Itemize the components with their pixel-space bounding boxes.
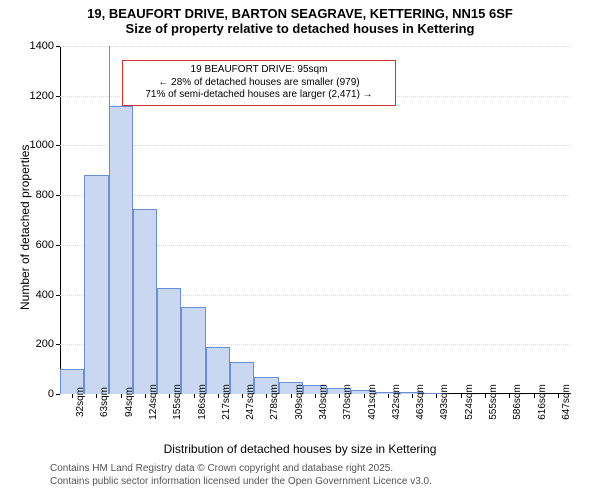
histogram-bar	[157, 288, 181, 394]
x-tick-mark	[315, 394, 316, 398]
x-tick-label: 463sqm	[415, 384, 426, 420]
x-tick-mark	[72, 394, 73, 398]
chart-title-main: 19, BEAUFORT DRIVE, BARTON SEAGRAVE, KET…	[0, 0, 600, 21]
x-tick-mark	[96, 394, 97, 398]
property-marker-line	[109, 46, 110, 394]
y-tick-label: 200	[36, 338, 60, 350]
histogram-bar	[109, 106, 133, 394]
x-tick-mark	[364, 394, 365, 398]
y-tick-label: 800	[36, 189, 60, 201]
x-tick-mark	[169, 394, 170, 398]
x-tick-label: 647sqm	[561, 384, 572, 420]
x-tick-mark	[558, 394, 559, 398]
annotation-box: 19 BEAUFORT DRIVE: 95sqm ← 28% of detach…	[122, 60, 396, 106]
x-tick-mark	[509, 394, 510, 398]
annotation-line2: ← 28% of detached houses are smaller (97…	[129, 77, 389, 90]
y-axis-label: Number of detached properties	[18, 145, 32, 310]
histogram-bar	[133, 209, 157, 394]
x-tick-label: 555sqm	[488, 384, 499, 420]
chart-container: { "title_main": "19, BEAUFORT DRIVE, BAR…	[0, 0, 600, 500]
x-tick-mark	[412, 394, 413, 398]
y-tick-label: 600	[36, 239, 60, 251]
x-tick-label: 524sqm	[464, 384, 475, 420]
x-tick-mark	[534, 394, 535, 398]
footer-line1: Contains HM Land Registry data © Crown c…	[50, 462, 432, 475]
x-tick-mark	[485, 394, 486, 398]
chart-title-sub: Size of property relative to detached ho…	[0, 21, 600, 36]
x-tick-mark	[291, 394, 292, 398]
x-tick-mark	[266, 394, 267, 398]
y-tick-label: 1200	[30, 90, 60, 102]
gridline	[60, 145, 570, 146]
annotation-line1: 19 BEAUFORT DRIVE: 95sqm	[129, 64, 389, 77]
footer-line2: Contains public sector information licen…	[50, 475, 432, 488]
annotation-line3: 71% of semi-detached houses are larger (…	[129, 89, 389, 102]
x-axis-label: Distribution of detached houses by size …	[0, 442, 600, 456]
x-tick-label: 401sqm	[367, 384, 378, 420]
x-tick-label: 493sqm	[439, 384, 450, 420]
footer-credits: Contains HM Land Registry data © Crown c…	[50, 462, 432, 488]
x-tick-mark	[194, 394, 195, 398]
x-tick-mark	[218, 394, 219, 398]
y-tick-label: 1400	[30, 40, 60, 52]
x-tick-label: 432sqm	[391, 384, 402, 420]
y-tick-label: 0	[48, 388, 60, 400]
gridline	[60, 195, 570, 196]
x-tick-label: 616sqm	[537, 384, 548, 420]
x-tick-mark	[242, 394, 243, 398]
x-tick-mark	[339, 394, 340, 398]
gridline	[60, 46, 570, 47]
y-tick-label: 400	[36, 289, 60, 301]
histogram-bar	[181, 307, 205, 394]
x-tick-mark	[436, 394, 437, 398]
x-tick-mark	[388, 394, 389, 398]
histogram-bar	[84, 175, 108, 394]
y-tick-label: 1000	[30, 139, 60, 151]
x-tick-label: 586sqm	[512, 384, 523, 420]
x-tick-mark	[461, 394, 462, 398]
y-axis-line	[60, 46, 61, 394]
x-tick-mark	[145, 394, 146, 398]
x-tick-mark	[121, 394, 122, 398]
